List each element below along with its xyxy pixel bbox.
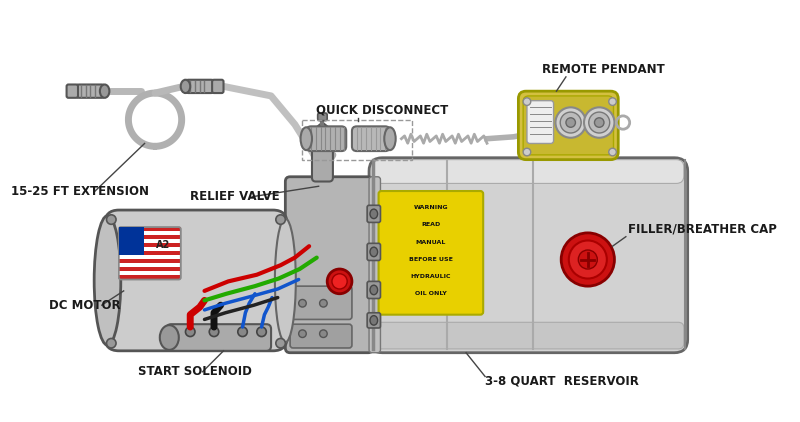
Bar xyxy=(119,227,181,231)
Ellipse shape xyxy=(100,84,110,98)
FancyBboxPatch shape xyxy=(367,243,381,260)
FancyBboxPatch shape xyxy=(212,80,223,93)
FancyBboxPatch shape xyxy=(367,313,381,328)
Ellipse shape xyxy=(370,316,378,325)
Bar xyxy=(302,120,412,160)
Circle shape xyxy=(327,269,352,294)
FancyBboxPatch shape xyxy=(290,324,352,348)
Circle shape xyxy=(555,107,586,138)
Circle shape xyxy=(584,107,614,138)
FancyBboxPatch shape xyxy=(369,158,688,353)
Circle shape xyxy=(106,215,116,225)
FancyBboxPatch shape xyxy=(306,126,346,151)
FancyBboxPatch shape xyxy=(76,84,105,98)
Circle shape xyxy=(332,274,347,289)
Ellipse shape xyxy=(181,80,190,93)
Bar xyxy=(119,239,181,243)
Text: HYDRAULIC: HYDRAULIC xyxy=(410,274,451,279)
Bar xyxy=(119,247,181,252)
FancyBboxPatch shape xyxy=(119,227,181,279)
FancyBboxPatch shape xyxy=(286,177,373,353)
Circle shape xyxy=(578,250,598,269)
Text: READ: READ xyxy=(422,222,441,227)
FancyBboxPatch shape xyxy=(367,205,381,222)
FancyBboxPatch shape xyxy=(186,80,214,93)
FancyBboxPatch shape xyxy=(367,281,381,298)
Text: RELIEF VALVE: RELIEF VALVE xyxy=(190,190,280,203)
Bar xyxy=(119,227,144,255)
FancyBboxPatch shape xyxy=(166,324,271,351)
Ellipse shape xyxy=(160,325,179,350)
FancyBboxPatch shape xyxy=(518,91,618,160)
Circle shape xyxy=(298,330,306,338)
Ellipse shape xyxy=(275,219,296,342)
Text: MANUAL: MANUAL xyxy=(416,240,446,244)
Bar xyxy=(119,235,181,239)
Circle shape xyxy=(210,327,218,337)
Bar xyxy=(119,255,181,260)
FancyBboxPatch shape xyxy=(312,134,333,181)
FancyBboxPatch shape xyxy=(66,84,78,98)
Circle shape xyxy=(561,233,614,286)
Text: OIL ONLY: OIL ONLY xyxy=(415,291,447,296)
FancyBboxPatch shape xyxy=(527,101,554,143)
Circle shape xyxy=(523,98,530,106)
FancyBboxPatch shape xyxy=(318,113,327,121)
Ellipse shape xyxy=(384,127,396,150)
Bar xyxy=(119,271,181,276)
Text: QUICK DISCONNECT: QUICK DISCONNECT xyxy=(316,104,448,116)
Polygon shape xyxy=(318,122,327,134)
FancyBboxPatch shape xyxy=(369,177,381,353)
Circle shape xyxy=(276,338,286,348)
FancyBboxPatch shape xyxy=(523,96,614,155)
Text: FILLER/BREATHER CAP: FILLER/BREATHER CAP xyxy=(628,222,777,235)
Bar xyxy=(119,260,181,263)
Circle shape xyxy=(298,300,306,307)
Text: A2: A2 xyxy=(156,241,170,251)
Ellipse shape xyxy=(301,127,312,150)
FancyBboxPatch shape xyxy=(352,126,390,151)
Circle shape xyxy=(560,112,581,133)
FancyBboxPatch shape xyxy=(290,286,352,319)
Circle shape xyxy=(594,118,604,127)
Ellipse shape xyxy=(370,285,378,295)
FancyBboxPatch shape xyxy=(373,322,684,349)
Text: BEFORE USE: BEFORE USE xyxy=(409,257,453,262)
Circle shape xyxy=(319,330,327,338)
Circle shape xyxy=(106,338,116,348)
Bar xyxy=(119,231,181,235)
FancyBboxPatch shape xyxy=(378,191,483,315)
FancyBboxPatch shape xyxy=(105,210,287,351)
Text: WARNING: WARNING xyxy=(414,205,448,210)
Circle shape xyxy=(276,215,286,225)
Bar xyxy=(119,268,181,271)
Text: START SOLENOID: START SOLENOID xyxy=(138,365,252,378)
Ellipse shape xyxy=(370,247,378,257)
Bar xyxy=(119,263,181,268)
Ellipse shape xyxy=(94,216,121,345)
Bar xyxy=(119,243,181,247)
Ellipse shape xyxy=(370,209,378,219)
Circle shape xyxy=(319,300,327,307)
Circle shape xyxy=(523,148,530,156)
Text: REMOTE PENDANT: REMOTE PENDANT xyxy=(542,63,665,76)
Circle shape xyxy=(257,327,266,337)
Bar xyxy=(119,252,181,255)
Circle shape xyxy=(609,98,616,106)
Circle shape xyxy=(589,112,610,133)
Text: 3-8 QUART  RESERVOIR: 3-8 QUART RESERVOIR xyxy=(485,375,639,388)
Circle shape xyxy=(566,118,575,127)
Circle shape xyxy=(238,327,247,337)
Text: 15-25 FT EXTENSION: 15-25 FT EXTENSION xyxy=(11,184,150,197)
Circle shape xyxy=(609,148,616,156)
Circle shape xyxy=(186,327,195,337)
FancyBboxPatch shape xyxy=(373,160,684,184)
Bar xyxy=(119,276,181,279)
Circle shape xyxy=(569,241,607,279)
Text: DC MOTOR: DC MOTOR xyxy=(50,299,121,312)
